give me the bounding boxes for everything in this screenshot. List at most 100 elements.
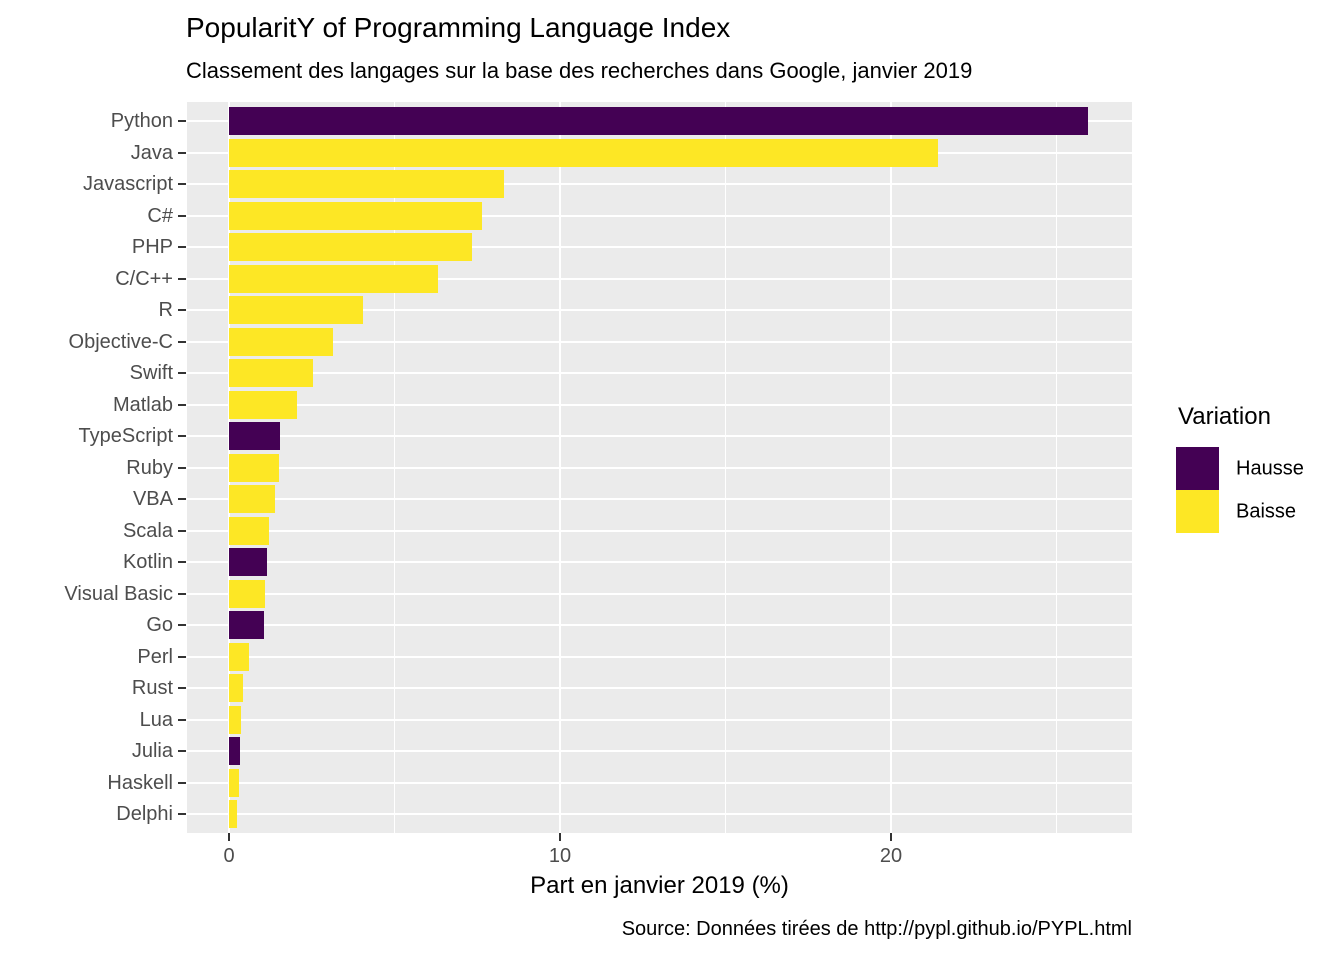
bar-julia [229,737,240,765]
x-axis-tick-label: 20 [879,845,903,867]
hausse-color-swatch [1176,447,1219,490]
bar-c- [229,201,483,230]
y-axis-label: TypeScript [78,425,173,447]
x-axis-title: Part en janvier 2019 (%) [530,872,789,899]
category-gridline [187,340,1132,343]
y-axis-label: VBA [132,488,173,510]
y-axis-tick [178,781,186,784]
bar-swift [229,359,314,387]
y-axis-label: Javascript [82,173,173,195]
bar-typescript [229,422,281,450]
bar-r [229,296,364,324]
category-gridline [187,529,1132,532]
y-axis-label: C# [147,204,173,227]
y-axis-label: Objective-C [68,330,173,353]
x-axis-tick [890,833,892,841]
x-axis-tick-label: 0 [223,845,235,867]
category-gridline [187,624,1132,626]
y-axis-tick [178,435,186,437]
y-axis-label: Perl [137,645,173,668]
bar-perl [229,642,249,671]
y-axis-tick [178,498,186,500]
y-axis-label: Visual Basic [64,582,173,605]
category-gridline [187,372,1132,374]
y-axis-tick [178,592,186,595]
y-axis-tick [178,403,186,406]
legend-item-baisse: Baisse [1176,490,1296,533]
y-axis-label: Ruby [126,456,173,479]
category-gridline [187,561,1132,563]
bar-visual-basic [229,579,266,608]
y-axis-label: Scala [122,519,173,542]
y-axis-label: R [158,299,173,321]
y-axis-tick [178,214,186,217]
legend: Variation Hausse Baisse [1176,403,1304,533]
category-gridline [187,498,1132,500]
category-gridline [187,687,1132,689]
y-axis-label: Haskell [107,771,173,794]
category-gridline [187,750,1132,752]
bar-ruby [229,453,279,482]
x-axis-tick [559,833,561,841]
category-gridline [187,718,1132,721]
bar-python [229,107,1088,135]
category-gridline [187,466,1132,469]
legend-title: Variation [1178,403,1271,430]
y-axis-tick [178,246,186,248]
chart-title: PopularitY of Programming Language Index [186,12,731,43]
bar-c-c- [229,264,438,293]
y-axis-tick [178,750,186,752]
bar-javascript [229,170,504,198]
x-axis-tick-label: 10 [548,845,572,867]
legend-item-hausse: Hausse [1176,447,1304,490]
y-axis-tick [178,309,186,311]
y-axis-label: Swift [129,362,173,384]
y-axis-tick [178,466,186,469]
bar-go [229,611,264,639]
y-axis-tick [178,624,186,626]
y-axis-label: PHP [131,236,173,258]
category-gridline [187,214,1132,217]
bar-vba [229,485,276,513]
y-axis-label: Rust [131,677,173,699]
category-gridline [187,246,1132,248]
y-axis-tick [178,529,186,532]
y-axis-label: Kotlin [122,551,173,573]
y-axis-tick [178,372,186,374]
y-axis-tick [178,813,186,815]
category-gridline [187,403,1132,406]
y-axis-tick [178,718,186,721]
category-gridline [187,435,1132,437]
y-axis-tick [178,183,186,185]
baisse-color-swatch [1176,490,1219,533]
bar-kotlin [229,548,268,576]
x-axis-tick [228,833,230,841]
bar-php [229,233,473,261]
bar-haskell [229,768,239,797]
y-axis-tick [178,655,186,658]
category-gridline [187,813,1132,815]
category-gridline [187,309,1132,311]
y-axis-label: Delphi [116,803,173,825]
y-axis-tick [178,120,186,122]
y-axis-tick [178,340,186,343]
bar-matlab [229,390,297,419]
y-axis-label: Matlab [112,393,173,416]
y-axis-tick [178,687,186,689]
bar-objective-c [229,327,334,356]
bar-java [229,138,938,167]
y-axis-tick [178,277,186,280]
bar-scala [229,516,269,545]
category-gridline [187,277,1132,280]
category-gridline [187,781,1132,784]
category-gridline [187,655,1132,658]
chart-subtitle: Classement des langages sur la base des … [186,58,973,83]
y-axis-label: Lua [139,708,173,731]
y-axis-tick [178,561,186,563]
y-axis-label: Julia [131,740,173,762]
y-axis-label: Java [130,141,173,164]
y-axis-tick [178,151,186,154]
legend-label-baisse: Baisse [1236,500,1297,522]
plot-panel [187,102,1132,833]
